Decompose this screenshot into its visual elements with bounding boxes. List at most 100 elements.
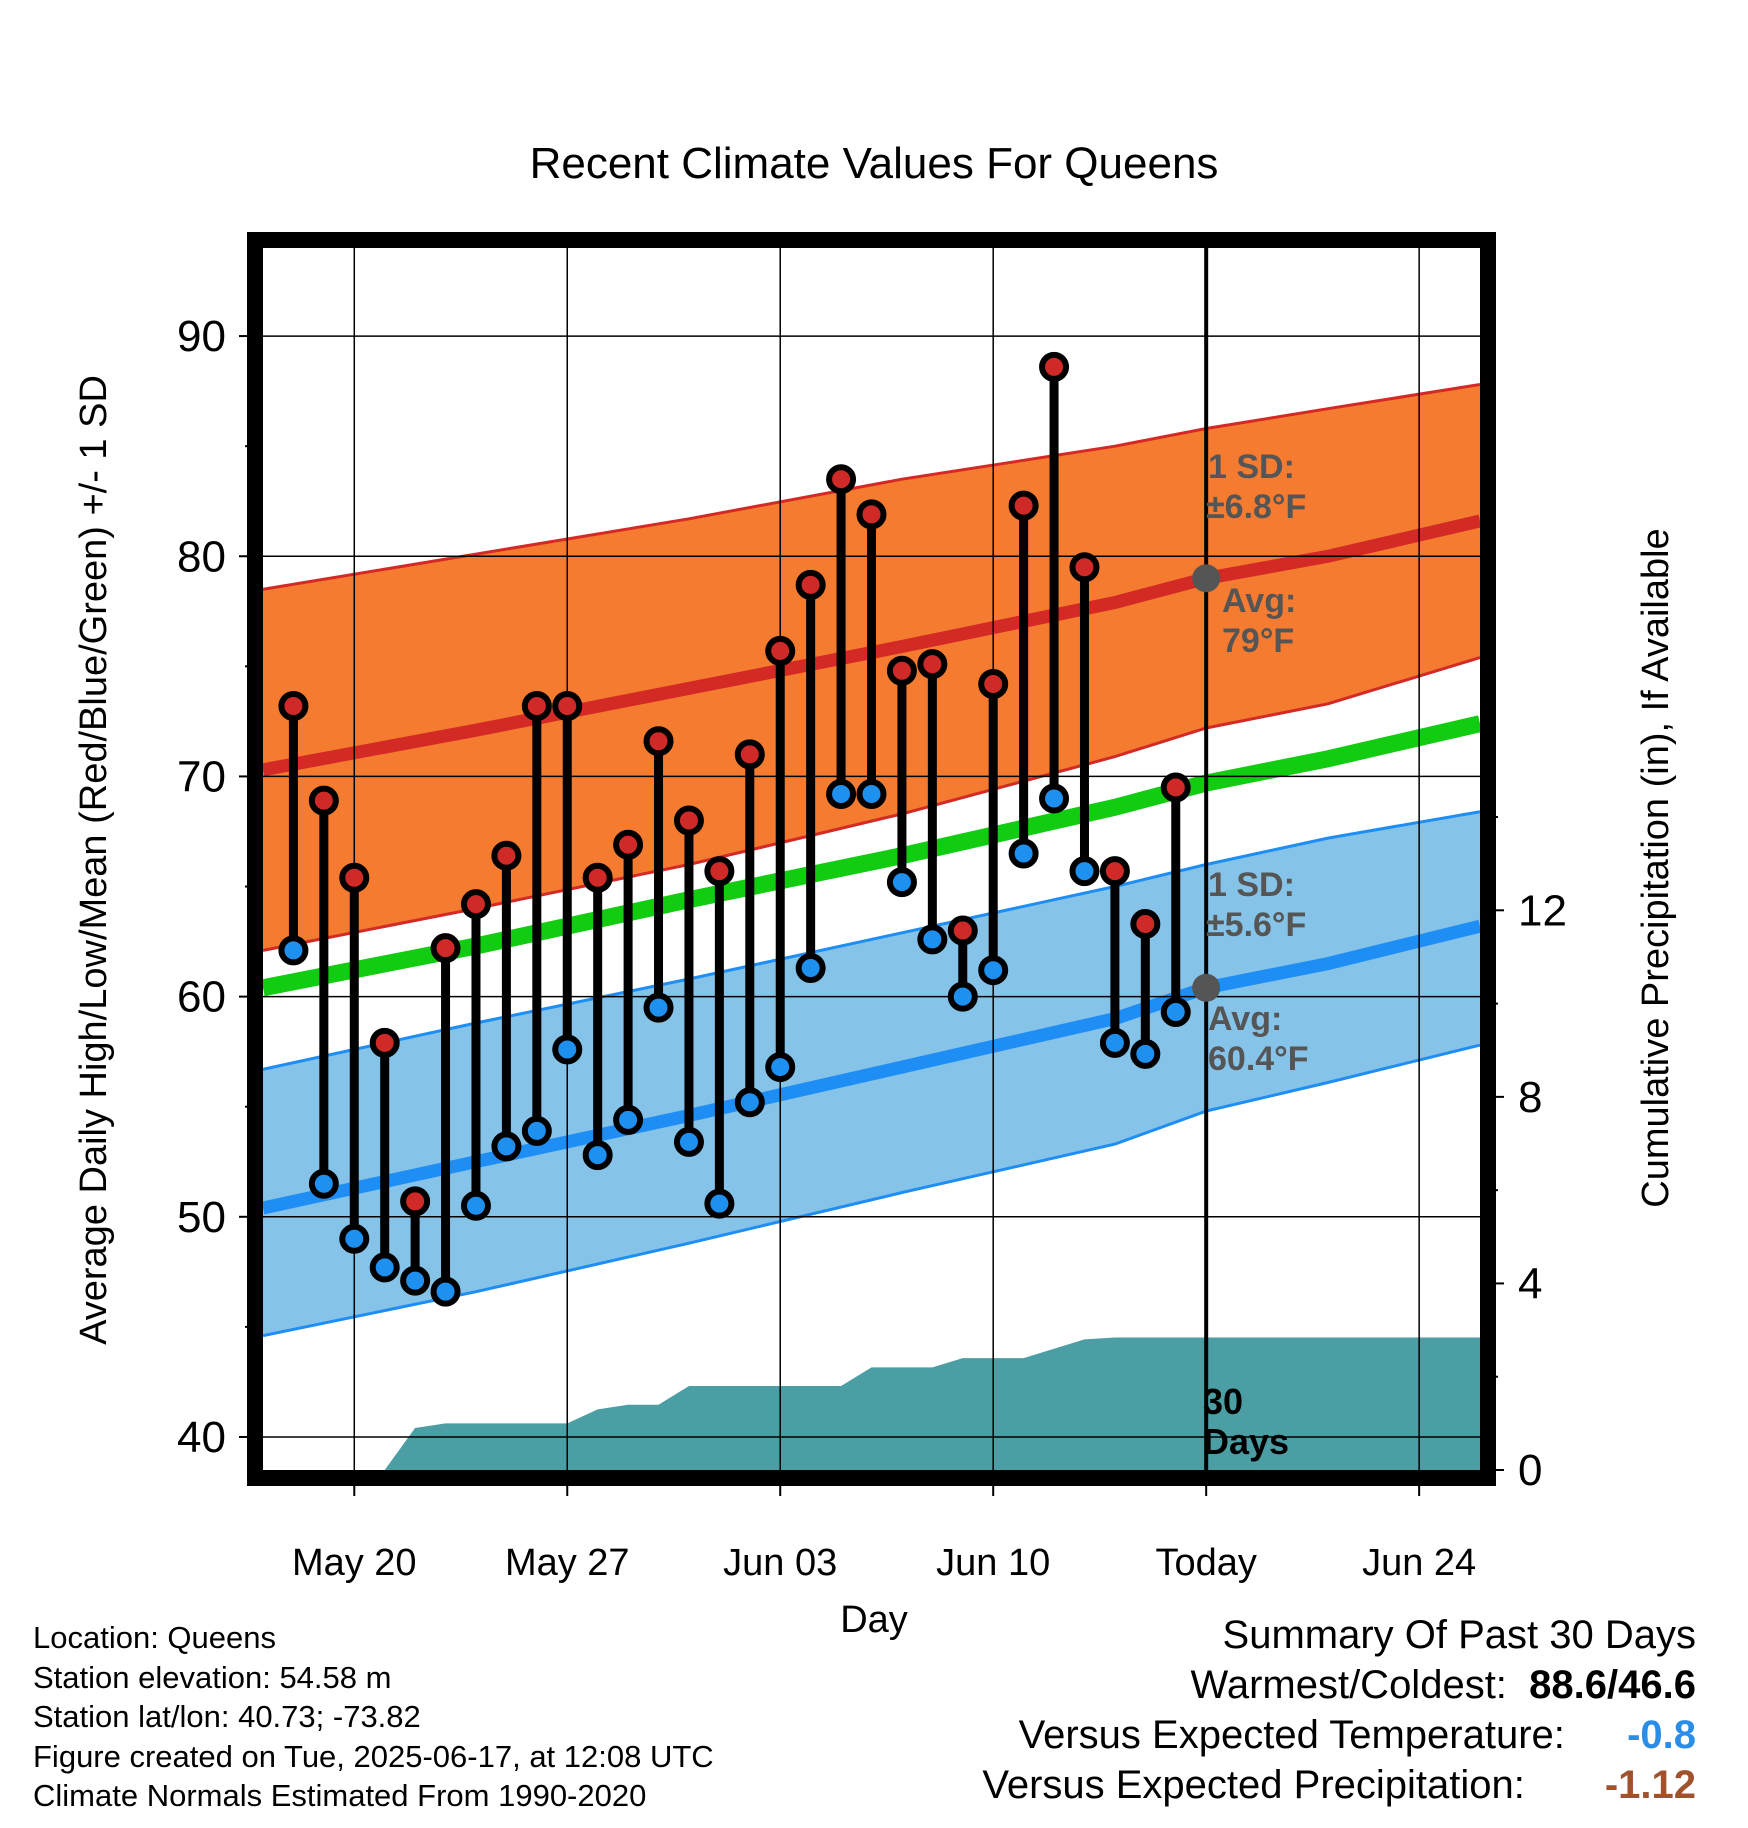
daily-low-point [734, 1087, 765, 1118]
days-word-label: Days [1203, 1421, 1289, 1462]
chart-title: Recent Climate Values For Queens [530, 139, 1219, 188]
daily-low-point [552, 1034, 583, 1065]
normals-text: Climate Normals Estimated From 1990-2020 [33, 1778, 647, 1813]
daily-high-point [582, 862, 613, 893]
created-text: Figure created on Tue, 2025-06-17, at 12… [33, 1738, 714, 1774]
high-sd-label: 1 SD: [1208, 448, 1295, 486]
daily-low-point [1039, 783, 1070, 814]
daily-high-point [552, 690, 583, 721]
daily-low-point [765, 1052, 796, 1083]
daily-low-point [704, 1188, 735, 1219]
daily-high-point [886, 655, 917, 686]
x-tick-label: May 20 [292, 1542, 417, 1584]
warm-cold-label: Warmest/Coldest: [1190, 1663, 1507, 1707]
low-sd-band-upper-edge [263, 810, 1480, 1071]
daily-high-point [795, 569, 826, 600]
daily-high-point [826, 464, 857, 495]
plot-frame [247, 232, 1496, 1486]
daily-low-point [521, 1115, 552, 1146]
daily-high-point [856, 499, 887, 530]
slash: / [1607, 1663, 1619, 1707]
daily-low-point [613, 1104, 644, 1135]
temp-label: Versus Expected Temperature: [1018, 1713, 1565, 1757]
daily-low-point [886, 867, 917, 898]
x-tick-label: Jun 03 [723, 1542, 837, 1584]
daily-low-point [856, 779, 887, 810]
y-tick-label: 40 [177, 1413, 226, 1462]
precip-departure-value: -1.12 [1604, 1763, 1696, 1807]
y-tick-label: 70 [177, 752, 226, 801]
daily-low-point [643, 992, 674, 1023]
low-sd-band-lower-edge [263, 1043, 1480, 1338]
daily-low-point [1008, 838, 1039, 869]
daily-low-point [826, 779, 857, 810]
y-tick-label: 60 [177, 973, 226, 1022]
daily-high-point [308, 785, 339, 816]
daily-high-point [1069, 552, 1100, 583]
daily-high-point [1039, 351, 1070, 382]
summary-warm-cold: Warmest/Coldest: 88.6/46.6 [982, 1660, 1696, 1710]
station-info: Location: Queens Station elevation: 54.5… [33, 1618, 714, 1816]
daily-high-point [613, 829, 644, 860]
daily-high-point [278, 690, 309, 721]
y-tick-label: 90 [177, 312, 226, 361]
daily-low-point [947, 981, 978, 1012]
x-tick-label: May 27 [505, 1542, 630, 1584]
high-avg-value: 79°F [1222, 622, 1294, 660]
daily-high-point [704, 856, 735, 887]
low-sd-label: 1 SD: [1208, 866, 1295, 904]
daily-high-point [734, 739, 765, 770]
daily-high-point [1099, 856, 1130, 887]
today-avg-high-marker [1192, 564, 1221, 593]
daily-high-point [491, 840, 522, 871]
summary-precip: Versus Expected Precipitation: -1.12 [982, 1760, 1696, 1810]
daily-high-point [673, 805, 704, 836]
elevation-text: Station elevation: 54.58 m [33, 1659, 392, 1695]
y-tick-label: 80 [177, 532, 226, 581]
temp-departure-value: -0.8 [1627, 1713, 1696, 1757]
daily-low-point [1160, 997, 1191, 1028]
today-avg-low-marker [1192, 973, 1221, 1002]
daily-low-point [430, 1276, 461, 1307]
daily-low-point [1130, 1038, 1161, 1069]
daily-high-point [643, 726, 674, 757]
daily-high-point [1008, 490, 1039, 521]
precip-label: Versus Expected Precipitation: [982, 1763, 1525, 1807]
summary-title: Summary Of Past 30 Days [1222, 1613, 1696, 1657]
high-avg-label: Avg: [1222, 582, 1296, 620]
y2-tick-label: 0 [1518, 1446, 1542, 1495]
x-axis-label: Day [840, 1599, 908, 1641]
low-sd-value: ±5.6°F [1206, 906, 1306, 944]
y-axis-label: Average Daily High/Low/Mean (Red/Blue/Gr… [73, 375, 115, 1345]
summary-panel: Summary Of Past 30 Days Warmest/Coldest:… [982, 1610, 1696, 1810]
low-avg-value: 60.4°F [1208, 1040, 1309, 1078]
daily-low-point [1099, 1027, 1130, 1058]
x-tick-label: Jun 10 [936, 1542, 1050, 1584]
daily-high-point [1130, 908, 1161, 939]
daily-low-point [369, 1252, 400, 1283]
precipitation-area [263, 1337, 1480, 1470]
daily-high-point [430, 933, 461, 964]
daily-high-point [339, 862, 370, 893]
latlon-text: Station lat/lon: 40.73; -73.82 [33, 1699, 421, 1734]
daily-low-point [673, 1126, 704, 1157]
summary-temp: Versus Expected Temperature: -0.8 [982, 1710, 1696, 1760]
daily-low-point [278, 935, 309, 966]
plot-area [263, 248, 1480, 1470]
daily-low-point [308, 1168, 339, 1199]
daily-high-point [765, 635, 796, 666]
y2-tick-label: 12 [1518, 886, 1567, 935]
daily-low-point [491, 1131, 522, 1162]
daily-high-point [521, 690, 552, 721]
y2-axis-label: Cumulative Precipitation (in), If Availa… [1635, 528, 1677, 1207]
y-tick-label: 50 [177, 1193, 226, 1242]
daily-high-point [460, 889, 491, 920]
daily-low-point [582, 1140, 613, 1171]
high-sd-band-upper-edge [263, 383, 1480, 591]
location-text: Location: Queens [33, 1620, 277, 1655]
daily-high-point [917, 649, 948, 680]
daily-low-point [795, 952, 826, 983]
daily-low-point [339, 1223, 370, 1254]
daily-high-point [369, 1027, 400, 1058]
high-sd-band-lower-edge [263, 656, 1480, 952]
